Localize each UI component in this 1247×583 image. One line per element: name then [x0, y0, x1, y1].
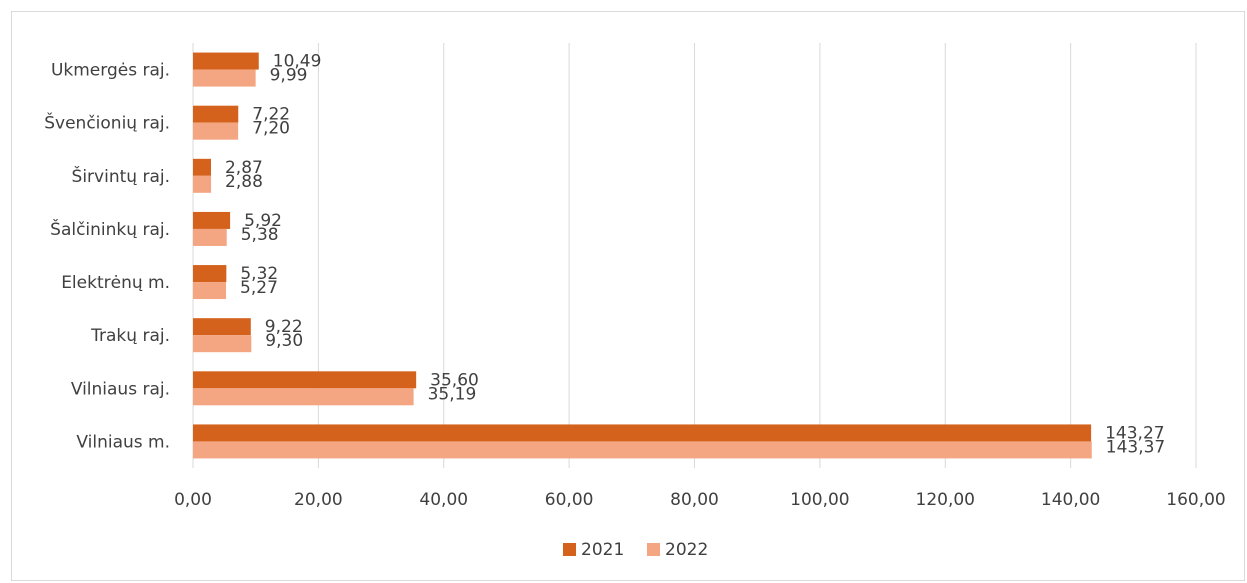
bar-2022	[193, 388, 414, 406]
legend-swatch-2022	[647, 543, 660, 556]
x-tick-label: 160,00	[1166, 490, 1225, 510]
data-label: 143,27	[1105, 423, 1164, 443]
x-tick-label: 80,00	[670, 490, 719, 510]
legend: 2021 2022	[563, 540, 708, 560]
category-label: Ukmergės raj.	[51, 61, 170, 81]
bar-2021	[193, 52, 259, 70]
x-tick-labels: 0,00 20,00 40,00 60,00 80,00 100,00 120,00 140,…	[174, 490, 1226, 510]
data-label: 7,22	[252, 105, 290, 125]
data-label: 9,22	[265, 317, 303, 337]
category-label: Švenčionių raj.	[44, 112, 170, 134]
data-label: 5,32	[240, 264, 278, 284]
data-labels: 10,499,99 7,227,20 2,872,88 5,925,38 5,325,2…	[225, 52, 1165, 458]
bar-2021	[193, 371, 417, 389]
category-label: Vilniaus m.	[76, 432, 170, 452]
x-tick-label: 120,00	[916, 490, 975, 510]
data-label: 5,27	[240, 278, 278, 298]
bar-2022	[193, 335, 252, 353]
category-label: Šalčininkų raj.	[50, 218, 170, 240]
data-label: 2,88	[225, 172, 263, 192]
category-labels: Ukmergės raj. Švenčionių raj. Širvintų raj…	[44, 61, 170, 453]
bars	[193, 52, 1092, 459]
data-label: 2,87	[225, 158, 263, 178]
x-tick-label: 60,00	[545, 490, 594, 510]
x-tick-label: 20,00	[294, 490, 343, 510]
bar-2021	[193, 318, 251, 336]
bar-2021	[193, 424, 1092, 442]
bar-2021	[193, 158, 211, 176]
data-label: 35,19	[428, 384, 477, 404]
x-tick-label: 100,00	[790, 490, 849, 510]
bar-2021	[193, 265, 227, 283]
bar-2022	[193, 282, 227, 300]
data-label: 35,60	[430, 370, 479, 390]
bar-2021	[193, 211, 231, 229]
x-tick-label: 140,00	[1041, 490, 1100, 510]
data-label: 10,49	[273, 52, 322, 72]
legend-label: 2022	[665, 540, 708, 560]
data-label: 143,37	[1106, 437, 1165, 457]
bar-2022	[193, 228, 227, 246]
x-tick-label: 0,00	[174, 490, 212, 510]
data-label: 7,20	[252, 119, 290, 139]
x-tick-label: 40,00	[419, 490, 468, 510]
data-label: 9,99	[270, 66, 308, 86]
category-label: Trakų raj.	[90, 326, 170, 346]
category-label: Elektrėnų m.	[61, 273, 170, 293]
bar-2022	[193, 69, 256, 87]
bar-2021	[193, 105, 239, 123]
data-label: 5,38	[241, 225, 279, 245]
data-label: 9,30	[265, 331, 303, 351]
data-label: 5,92	[244, 211, 282, 231]
bar-2022	[193, 122, 239, 140]
bar-2022	[193, 175, 212, 193]
bar-2022	[193, 441, 1092, 459]
category-label: Širvintų raj.	[72, 165, 170, 187]
category-label: Vilniaus raj.	[71, 379, 170, 399]
legend-label: 2021	[581, 540, 624, 560]
legend-swatch-2021	[563, 543, 576, 556]
